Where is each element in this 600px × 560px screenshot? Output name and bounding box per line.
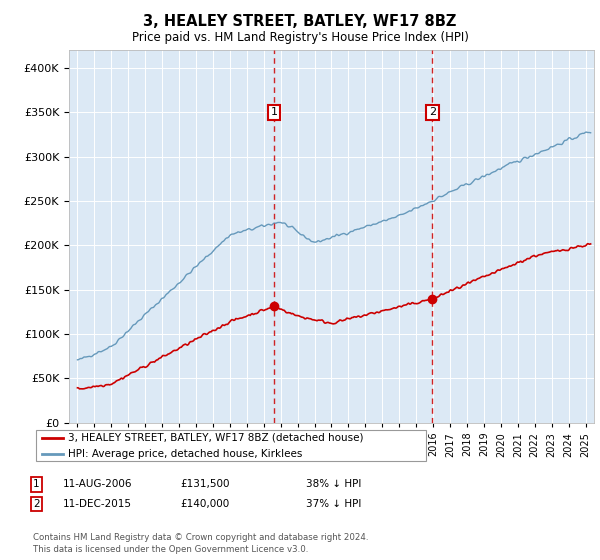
Text: HPI: Average price, detached house, Kirklees: HPI: Average price, detached house, Kirk… — [68, 449, 302, 459]
Text: 1: 1 — [33, 479, 40, 489]
Text: Contains HM Land Registry data © Crown copyright and database right 2024.
This d: Contains HM Land Registry data © Crown c… — [33, 533, 368, 554]
Text: 2: 2 — [429, 108, 436, 118]
Text: £131,500: £131,500 — [180, 479, 229, 489]
Text: 3, HEALEY STREET, BATLEY, WF17 8BZ: 3, HEALEY STREET, BATLEY, WF17 8BZ — [143, 14, 457, 29]
Text: 11-AUG-2006: 11-AUG-2006 — [63, 479, 133, 489]
Text: 11-DEC-2015: 11-DEC-2015 — [63, 499, 132, 509]
Text: 3, HEALEY STREET, BATLEY, WF17 8BZ (detached house): 3, HEALEY STREET, BATLEY, WF17 8BZ (deta… — [68, 433, 364, 443]
Text: £140,000: £140,000 — [180, 499, 229, 509]
Text: 38% ↓ HPI: 38% ↓ HPI — [306, 479, 361, 489]
Text: 2: 2 — [33, 499, 40, 509]
Text: 37% ↓ HPI: 37% ↓ HPI — [306, 499, 361, 509]
Text: Price paid vs. HM Land Registry's House Price Index (HPI): Price paid vs. HM Land Registry's House … — [131, 31, 469, 44]
Text: 1: 1 — [271, 108, 277, 118]
FancyBboxPatch shape — [37, 430, 425, 461]
